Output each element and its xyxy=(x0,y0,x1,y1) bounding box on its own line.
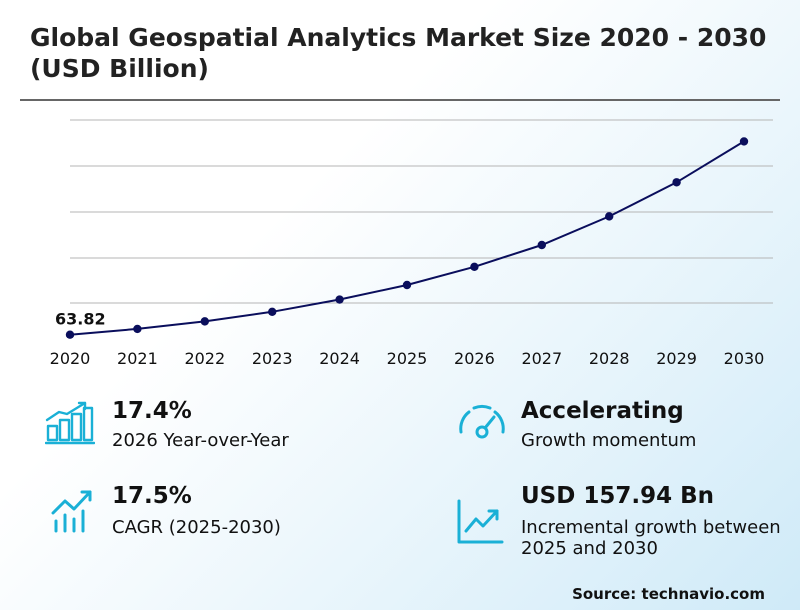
stat-value-momentum: Accelerating xyxy=(521,398,684,424)
data-point xyxy=(672,178,681,187)
x-tick-label: 2020 xyxy=(50,349,91,368)
data-labels: 63.82 xyxy=(55,310,106,329)
x-tick-label: 2023 xyxy=(252,349,293,368)
data-points xyxy=(65,137,749,339)
data-point xyxy=(605,212,614,221)
stat-label-momentum: Growth momentum xyxy=(521,430,697,451)
gridlines xyxy=(70,119,773,304)
line-growth-icon xyxy=(457,499,504,544)
trend-bars-icon xyxy=(51,490,92,533)
stat-value-incremental: USD 157.94 Bn xyxy=(521,483,715,509)
stat-label-incremental: Incremental growth between 2025 and 2030 xyxy=(521,517,781,559)
stat-label-cagr: CAGR (2025-2030) xyxy=(112,517,281,538)
x-tick-label: 2026 xyxy=(454,349,495,368)
data-point xyxy=(739,137,749,146)
data-label: 63.82 xyxy=(55,310,106,329)
x-axis-ticks: 2020 2021 2022 2023 2024 2025 2026 2027 2028 2029… xyxy=(50,349,765,368)
data-point xyxy=(402,280,412,290)
line-chart: 2020 2021 2022 2023 2024 2025 2026 2027 2028 2029… xyxy=(50,119,773,368)
data-point xyxy=(65,330,75,339)
data-point xyxy=(335,295,344,304)
x-tick-label: 2024 xyxy=(319,349,360,368)
series-line xyxy=(69,140,745,336)
x-tick-label: 2027 xyxy=(521,349,562,368)
chart-title: Global Geospatial Analytics Market Size … xyxy=(30,23,767,83)
bar-growth-icon xyxy=(45,401,95,445)
x-tick-label: 2022 xyxy=(184,349,225,368)
speedometer-icon xyxy=(459,404,505,439)
x-tick-label: 2028 xyxy=(589,349,630,368)
data-point xyxy=(470,262,479,272)
data-point xyxy=(200,317,209,326)
source-credit: Source: technavio.com xyxy=(572,585,765,603)
x-tick-label: 2021 xyxy=(117,349,158,368)
title-divider xyxy=(20,99,780,101)
stat-label-yoy: 2026 Year-over-Year xyxy=(112,430,289,451)
stat-value-cagr: 17.5% xyxy=(112,483,192,509)
stat-value-yoy: 17.4% xyxy=(112,398,192,424)
x-tick-label: 2029 xyxy=(656,349,697,368)
x-tick-label: 2030 xyxy=(724,349,765,368)
data-point xyxy=(133,324,142,334)
data-point xyxy=(268,307,277,317)
data-point xyxy=(537,240,546,250)
x-tick-label: 2025 xyxy=(387,349,428,368)
